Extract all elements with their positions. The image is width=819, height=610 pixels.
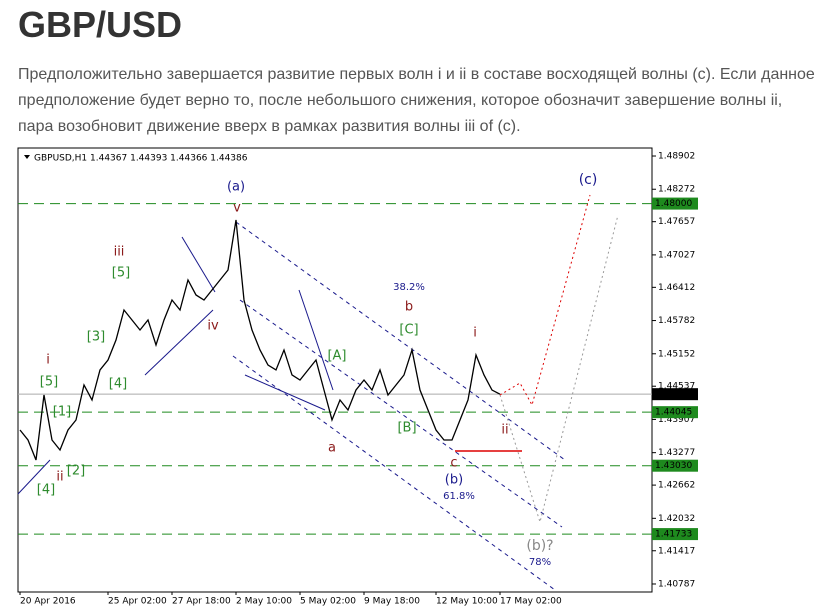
level-tag [652,197,698,210]
y-tick-label: 1.48272 [658,185,695,195]
y-tick-label: 1.42662 [658,481,695,491]
wave-label: i [46,353,50,368]
chart-subtitle: GBPUSD,H1 1.44367 1.44393 1.44366 1.4438… [34,154,248,164]
plot-frame [17,147,653,593]
y-tick-label: 1.47027 [658,250,695,260]
y-tick-label: 1.43907 [658,415,695,425]
wave-label: [5] [40,375,58,390]
wave-label: i [473,326,477,341]
wave-label: b [405,300,413,315]
x-tick-label: 25 Apr 02:00 [108,597,167,607]
wave-label: [5] [112,266,130,281]
wave-label: [A] [327,349,346,364]
wave-label: iii [114,245,125,260]
description: Предположительно завершается развитие пе… [18,66,815,135]
level-label: 1.48000 [655,199,692,209]
level-tag [652,459,698,472]
menu-icon [24,155,30,159]
level-label: 1.41733 [655,530,692,540]
alt-projection [499,214,619,524]
page-title: GBP/USD [18,4,183,45]
wave-label: (b) [445,473,463,488]
y-tick-label: 1.42032 [658,514,695,524]
wave-label: [B] [397,421,416,436]
level-tag [652,528,698,541]
trend-lines [17,236,334,495]
level-tag [652,406,698,419]
x-tick-label: 27 Apr 18:00 [172,597,231,607]
level-label: 1.44045 [655,408,692,418]
wave-label: [4] [109,377,127,392]
channels [232,221,566,591]
main-projection [499,194,591,407]
y-tick-label: 1.47657 [658,217,695,227]
wave-label: iv [207,319,219,334]
wave-label: [1] [53,405,71,420]
wave-label: [3] [87,330,105,345]
y-tick-label: 1.41417 [658,546,695,556]
x-tick-label: 5 May 02:00 [300,597,356,607]
wave-label: [C] [399,323,418,338]
last-price-label: 1.44386 [655,390,692,400]
wave-label: [4] [37,483,55,498]
wave-labels: (a) v iii [5] iv [3] [4] i [5] [1] [2] i… [37,172,598,568]
y-tick-label: 1.40787 [658,579,695,589]
fib-label: 61.8% [443,491,475,502]
y-tick-label: 1.45152 [658,349,695,359]
x-tick-label: 9 May 18:00 [364,597,420,607]
wave-label: c [450,456,457,471]
level-label: 1.43030 [655,461,692,471]
x-tick-label: 2 May 10:00 [236,597,292,607]
wave-label: ii [501,423,508,438]
price-line [19,219,501,461]
wave-label: (b)? [526,538,553,554]
fib-label: 78% [529,557,551,568]
y-tick-label: 1.48902 [658,152,695,162]
x-tick-label: 12 May 10:00 [436,597,498,607]
wave-label: (a) [227,180,245,195]
y-tick-label: 1.45782 [658,316,695,326]
wave-label: a [328,441,336,456]
x-tick-label: 17 May 02:00 [500,597,562,607]
wave-label: [2] [67,464,85,479]
x-tick-label: 20 Apr 2016 [20,597,76,607]
y-tick-label: 1.46412 [658,283,695,293]
wave-label: (c) [579,172,598,188]
fib-label: 38.2% [393,282,425,293]
last-price-tag [652,388,698,401]
y-tick-label: 1.44537 [658,382,695,392]
wave-label: v [233,201,241,216]
y-tick-label: 1.43277 [658,448,695,458]
wave-label: ii [56,470,63,485]
